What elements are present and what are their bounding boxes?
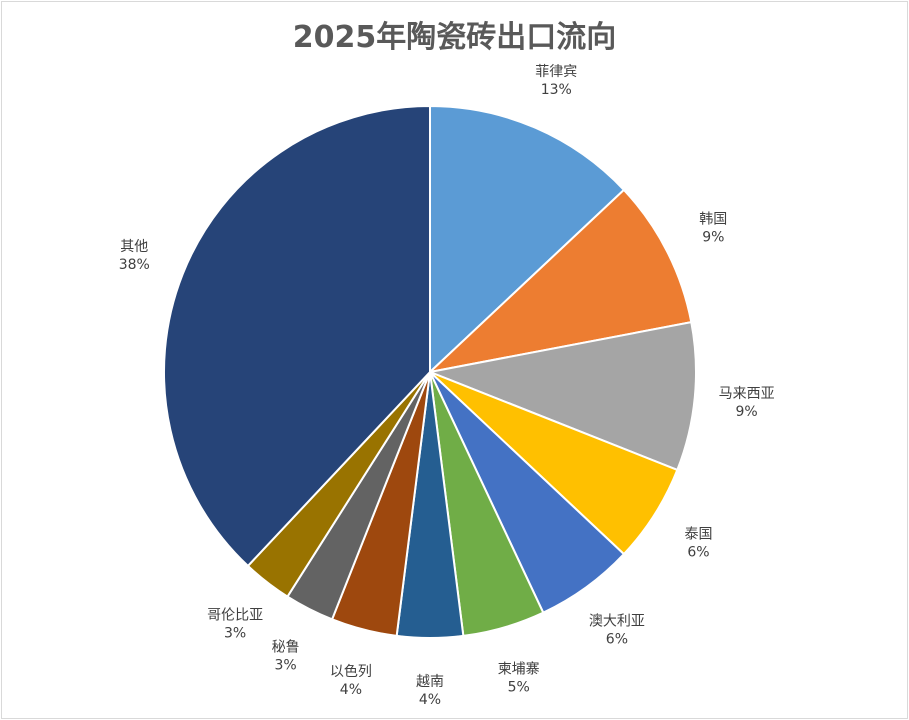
pie-slices bbox=[162, 104, 698, 639]
pie-slice-11 bbox=[162, 104, 431, 568]
chart-title: 2025年陶瓷砖出口流向 bbox=[292, 20, 617, 55]
slice-percent-3: 9% bbox=[735, 404, 757, 420]
slice-percent-11: 38% bbox=[119, 257, 150, 273]
slice-label-7: 越南 4% bbox=[416, 674, 444, 708]
slice-category-2: 韩国 bbox=[699, 212, 727, 228]
slice-category-11: 其他 bbox=[120, 239, 148, 255]
pie-slice-3 bbox=[426, 320, 698, 472]
slice-percent-1: 13% bbox=[541, 82, 572, 98]
slice-percent-10: 3% bbox=[224, 625, 246, 641]
slice-percent-5: 6% bbox=[606, 631, 628, 647]
slice-category-8: 以色列 bbox=[330, 663, 372, 680]
slice-label-9: 秘鲁 3% bbox=[272, 639, 300, 673]
slice-percent-4: 6% bbox=[687, 544, 709, 560]
slice-label-2: 韩国 9% bbox=[699, 212, 727, 246]
slice-label-6: 柬埔寨 5% bbox=[498, 660, 540, 695]
slice-percent-8: 4% bbox=[340, 682, 362, 698]
pie-slice-1 bbox=[429, 104, 626, 375]
slice-category-5: 澳大利亚 bbox=[589, 613, 645, 629]
slice-category-9: 秘鲁 bbox=[272, 639, 300, 655]
slice-category-1: 菲律宾 bbox=[535, 64, 577, 80]
slice-label-4: 泰国 6% bbox=[685, 526, 713, 560]
pie-labels: 菲律宾 13% 韩国 9% 马来西亚 9% 泰国 6% 澳大利亚 6% 柬埔寨 5% 越南 4% 以色列 4%… bbox=[119, 64, 775, 708]
slice-percent-6: 5% bbox=[508, 679, 530, 695]
slice-category-3: 马来西亚 bbox=[719, 386, 775, 402]
slice-category-4: 泰国 bbox=[685, 526, 713, 542]
slice-category-10: 哥伦比亚 bbox=[207, 607, 263, 623]
slice-label-5: 澳大利亚 6% bbox=[589, 613, 645, 647]
slice-label-10: 哥伦比亚 3% bbox=[207, 607, 263, 641]
slice-percent-7: 4% bbox=[419, 692, 441, 708]
slice-category-7: 越南 bbox=[416, 674, 444, 690]
slice-percent-9: 3% bbox=[274, 657, 296, 673]
slice-category-6: 柬埔寨 bbox=[498, 660, 540, 677]
pie-slice-2 bbox=[426, 188, 693, 374]
slice-label-3: 马来西亚 9% bbox=[719, 386, 775, 420]
slice-label-11: 其他 38% bbox=[119, 239, 150, 273]
slice-label-8: 以色列 4% bbox=[330, 663, 372, 698]
slice-label-1: 菲律宾 13% bbox=[535, 64, 577, 98]
slice-percent-2: 9% bbox=[702, 230, 724, 246]
